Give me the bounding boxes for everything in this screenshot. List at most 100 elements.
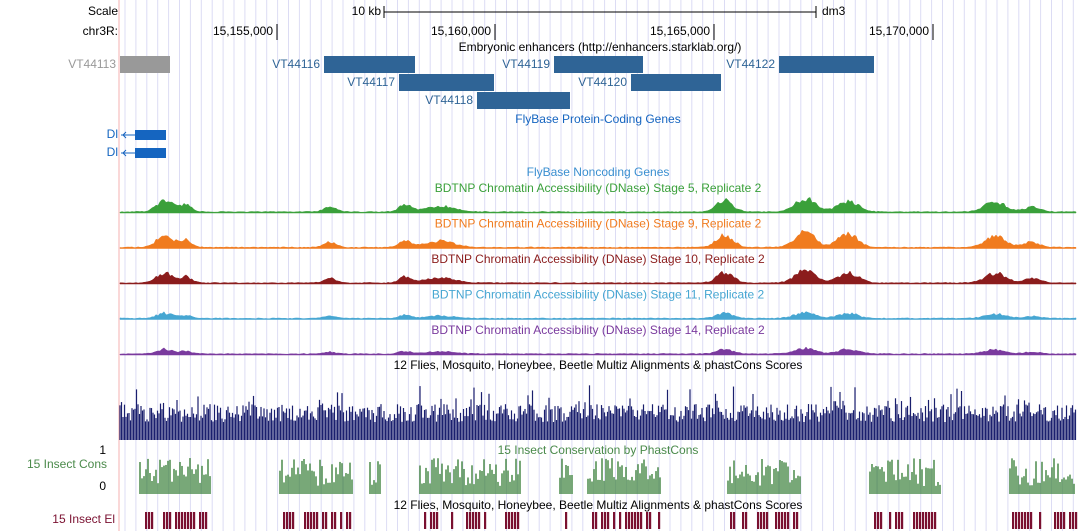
enhancer-label: VT44120: [578, 75, 627, 89]
element: [430, 512, 433, 529]
element: [1030, 512, 1033, 529]
element: [625, 512, 628, 529]
element: [175, 512, 178, 529]
element: [898, 512, 901, 529]
enhancer: [324, 56, 415, 73]
element: [895, 512, 898, 529]
element: [565, 512, 568, 529]
element: [742, 512, 745, 529]
enhancer-label: VT44122: [726, 57, 775, 71]
element: [1015, 512, 1018, 529]
element: [763, 512, 766, 529]
enhancer-label: VT44117: [347, 75, 395, 89]
track-title: Embryonic enhancers (http://enhancers.st…: [459, 40, 742, 54]
enhancer: [120, 56, 170, 73]
element: [877, 512, 880, 529]
enhancer: [779, 56, 874, 73]
element: [307, 512, 310, 529]
element: [478, 512, 481, 529]
element: [289, 512, 292, 529]
element: [604, 512, 607, 529]
element: [349, 512, 352, 529]
element: [484, 512, 487, 529]
element: [193, 512, 196, 529]
element: [925, 512, 928, 529]
element: [1060, 512, 1063, 529]
element: [781, 512, 784, 529]
element: [787, 512, 790, 529]
element: [874, 512, 877, 529]
element: [1057, 512, 1060, 529]
position-label: 15,165,000: [650, 24, 710, 38]
track-title: FlyBase Noncoding Genes: [527, 165, 670, 179]
element: [913, 512, 916, 529]
element: [322, 512, 325, 529]
gene-exon: [135, 148, 166, 158]
element: [205, 512, 208, 529]
element: [601, 512, 604, 529]
gene-label: Dl: [107, 127, 118, 141]
element: [733, 512, 736, 529]
gene-arrow: [122, 149, 127, 157]
element: [634, 512, 637, 529]
signal: [119, 269, 1077, 285]
element: [325, 512, 328, 529]
element: [1039, 512, 1042, 529]
element: [166, 512, 169, 529]
track-title: BDTNP Chromatin Accessibility (DNase) St…: [435, 181, 762, 195]
element: [436, 512, 439, 529]
track-title: BDTNP Chromatin Accessibility (DNase) St…: [435, 217, 762, 231]
element: [433, 512, 436, 529]
element: [145, 512, 148, 529]
element: [1054, 512, 1057, 529]
element: [1069, 512, 1072, 529]
element: [796, 512, 799, 529]
axis-label: 0: [99, 479, 106, 493]
element: [292, 512, 295, 529]
element: [619, 512, 622, 529]
element: [469, 512, 472, 529]
element: [286, 512, 289, 529]
track-title: BDTNP Chromatin Accessibility (DNase) St…: [431, 252, 765, 266]
signal: [119, 311, 1077, 320]
scale-text: 10 kb: [352, 4, 382, 18]
enhancer-label: VT44113: [68, 57, 116, 71]
element: [187, 512, 190, 529]
element: [775, 512, 778, 529]
element: [331, 512, 334, 529]
signal: [119, 229, 1077, 249]
position-label: 15,170,000: [869, 24, 929, 38]
track-title: BDTNP Chromatin Accessibility (DNase) St…: [432, 288, 765, 302]
element: [919, 512, 922, 529]
element: [1072, 512, 1075, 529]
element: [784, 512, 787, 529]
element: [511, 512, 514, 529]
element: [793, 512, 796, 529]
enhancer: [477, 92, 570, 109]
element: [181, 512, 184, 529]
element: [631, 512, 634, 529]
gene-arrow: [122, 131, 127, 139]
element: [637, 512, 640, 529]
element: [658, 512, 661, 529]
element: [880, 512, 883, 529]
track-title: FlyBase Protein-Coding Genes: [515, 112, 680, 126]
element: [505, 512, 508, 529]
side-label: 15 Insect Cons: [27, 457, 107, 471]
element: [517, 512, 520, 529]
element: [1021, 512, 1024, 529]
element: [613, 512, 616, 529]
enhancer-label: VT44116: [272, 57, 320, 71]
enhancer: [399, 74, 494, 91]
element: [313, 512, 316, 529]
element: [316, 512, 319, 529]
element: [928, 512, 931, 529]
element: [931, 512, 934, 529]
element: [766, 512, 769, 529]
element: [148, 512, 151, 529]
element: [730, 512, 733, 529]
axis-label: 1: [99, 443, 106, 457]
element: [745, 512, 748, 529]
element: [184, 512, 187, 529]
element: [310, 512, 313, 529]
